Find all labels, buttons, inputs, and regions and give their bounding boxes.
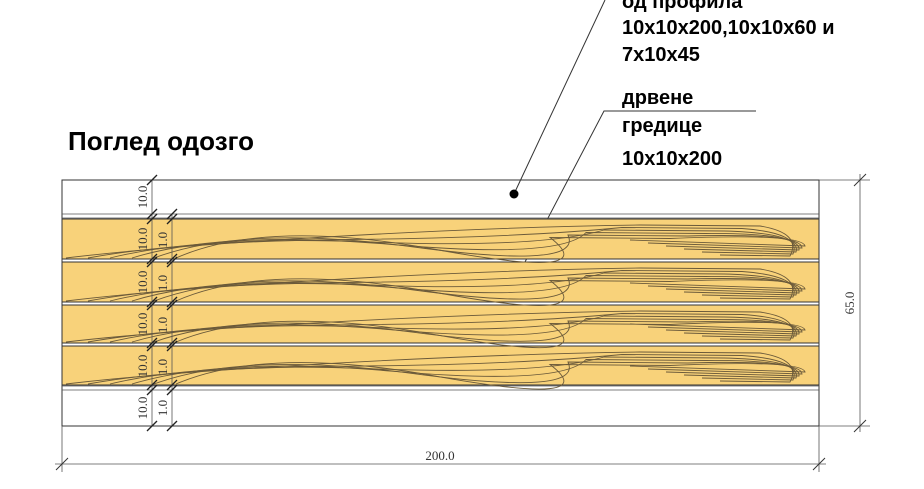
wood-beam-2 (61, 261, 820, 303)
grain-line (175, 235, 806, 263)
leader-line-steel (513, 0, 606, 195)
dim-total-height: 65.0 (842, 292, 857, 315)
dimension-tick (166, 420, 178, 432)
dimension-tick (166, 213, 178, 225)
dimension-tick (146, 337, 158, 349)
label-steel-line2: 10x10x200,10x10x60 и (622, 17, 835, 39)
wood-beam-1 (61, 218, 820, 260)
dimension-tick (166, 337, 178, 349)
dim-top-strip: 10.0 (135, 186, 150, 209)
dimension-tick (146, 256, 158, 268)
dimension-tick (166, 208, 178, 220)
dimension-tick (146, 174, 158, 186)
dim-gap-2: 1.0 (155, 275, 170, 291)
steel-profile-bottom (62, 385, 819, 391)
wood-beam-3 (61, 304, 820, 344)
leader-dot-steel (509, 189, 519, 199)
dimension-tick (146, 340, 158, 352)
label-steel-line3: 7x10x45 (622, 44, 700, 66)
label-steel-line1: од профила (622, 0, 743, 13)
wood-beam-4 (61, 345, 820, 386)
steel-profile-top (62, 213, 819, 219)
width-dimension: 200.0 (55, 426, 826, 472)
label-wood-line1: дрвене (622, 87, 693, 109)
dimension-tick (166, 253, 178, 265)
dim-bottom-strip: 10.0 (135, 397, 150, 420)
grain-line (175, 362, 806, 390)
dimension-tick (166, 299, 178, 311)
dimension-tick (166, 256, 178, 268)
label-wood-line2: гредице (622, 115, 702, 137)
dim-gap-1: 1.0 (155, 232, 170, 248)
height-dimension: 65.0 (819, 173, 870, 433)
wood-grain-lines (65, 224, 806, 390)
drawing-title: Поглед одозго (68, 126, 254, 156)
dimension-tick (146, 379, 158, 391)
dimension-tick (166, 296, 178, 308)
dimension-tick (146, 253, 158, 265)
dim-beam-3: 10.0 (135, 313, 150, 336)
dimension-tick (146, 208, 158, 220)
dimension-tick (146, 420, 158, 432)
dimension-tick (146, 299, 158, 311)
dim-beam-4: 10.0 (135, 355, 150, 378)
dimension-tick (166, 340, 178, 352)
vertical-dimension-chain: 10.0 10.0 10.0 10.0 10.0 10.0 1.0 1.0 1.… (135, 174, 178, 432)
frame-outline (61, 179, 820, 427)
dim-beam-2: 10.0 (135, 271, 150, 294)
dim-total-width: 200.0 (425, 448, 454, 463)
dim-gap-5: 1.0 (155, 400, 170, 416)
dim-gap-3: 1.0 (155, 317, 170, 333)
dimension-tick (166, 379, 178, 391)
grain-line (175, 278, 806, 306)
dimension-tick (166, 384, 178, 396)
dimension-tick (146, 384, 158, 396)
grain-line (175, 320, 806, 349)
dim-gap-4: 1.0 (155, 359, 170, 375)
label-wood-line3: 10x10x200 (622, 148, 722, 170)
dimension-tick (146, 296, 158, 308)
dimension-tick (146, 213, 158, 225)
dim-beam-1: 10.0 (135, 228, 150, 251)
